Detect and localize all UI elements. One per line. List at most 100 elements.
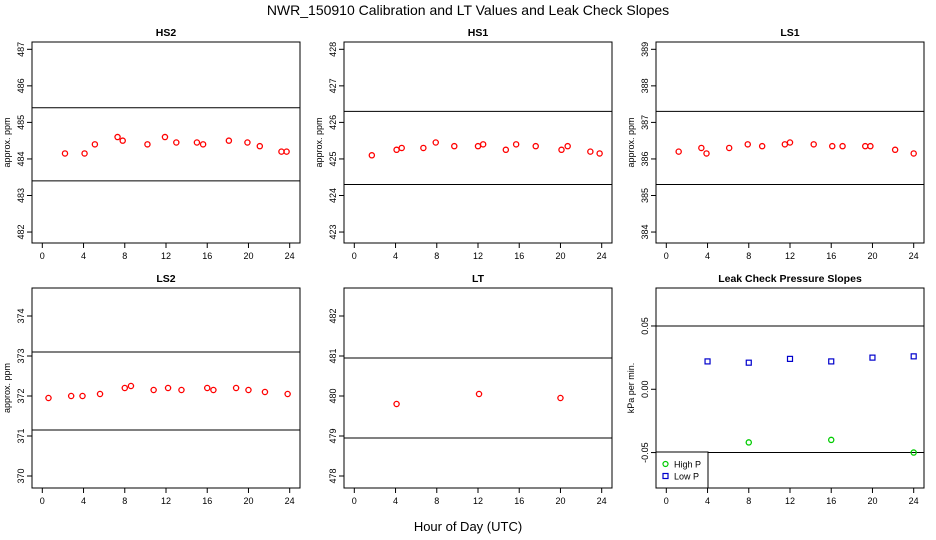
data-point (867, 142, 874, 150)
y-tick-label: 478 (328, 468, 338, 483)
data-point (829, 142, 836, 150)
data-point (479, 141, 487, 148)
x-tick-label: 16 (202, 496, 212, 506)
data-point (587, 148, 594, 155)
data-point (475, 390, 483, 398)
data-point (451, 142, 458, 150)
data-point (79, 392, 86, 400)
x-tick-label: 24 (285, 496, 295, 506)
plot-frame (655, 41, 925, 244)
data-point (839, 142, 846, 150)
chart-panel-1: HS2 0 4 8 12 16 20 24 482 483 484 485 486 487 approx. … (2, 27, 301, 261)
data-point (891, 146, 899, 154)
data-point (703, 150, 710, 157)
x-tick-label: 20 (555, 251, 565, 261)
data-point (173, 139, 180, 146)
data-point (121, 384, 129, 392)
y-tick-label: 370 (16, 468, 26, 483)
data-point (232, 384, 240, 392)
data-point (210, 386, 217, 394)
data-point (502, 146, 510, 154)
chart-panel-3: LS1 0 4 8 12 16 20 24 384 385 386 387 388 389 approx. … (626, 27, 925, 261)
y-tick-label: 485 (16, 115, 26, 130)
x-tick-label: 12 (785, 496, 795, 506)
data-point (393, 400, 400, 408)
data-point (910, 150, 917, 157)
y-tick-label: 386 (640, 151, 650, 166)
data-point (61, 150, 69, 157)
y-tick-label: 423 (328, 225, 338, 240)
y-tick-label: 484 (16, 151, 26, 166)
data-point (810, 141, 817, 148)
x-tick-label: 24 (909, 496, 919, 506)
x-tick-label: 4 (705, 251, 710, 261)
y-axis-label: kPa per min. (626, 363, 636, 414)
x-tick-label: 20 (867, 251, 877, 261)
data-point (278, 148, 285, 155)
x-tick-label: 4 (81, 251, 86, 261)
y-tick-label: 481 (328, 348, 338, 363)
x-tick-label: 16 (514, 251, 524, 261)
data-point (781, 141, 789, 148)
plot-frame (343, 287, 613, 489)
data-point (474, 142, 482, 150)
data-point (225, 137, 233, 144)
data-point (745, 439, 753, 446)
data-point (203, 384, 211, 392)
y-tick-label: 482 (328, 308, 338, 323)
y-tick-label: 371 (16, 428, 26, 443)
data-point (91, 141, 99, 148)
data-point (596, 150, 603, 157)
x-tick-label: 16 (826, 251, 836, 261)
x-tick-label: 0 (40, 496, 45, 506)
y-tick-label: 425 (328, 151, 338, 166)
y-axis-label: approx. ppm (2, 117, 12, 167)
x-tick-label: 24 (597, 251, 607, 261)
y-axis-label: approx. ppm (314, 117, 324, 167)
data-point (150, 386, 157, 394)
data-point (368, 152, 376, 159)
data-point (910, 353, 917, 360)
x-tick-label: 4 (393, 496, 398, 506)
chart-panel-5: LT 0 4 8 12 16 20 24 478 479 480 481 482 (328, 273, 613, 506)
data-point (178, 386, 185, 394)
panel-title: HS1 (468, 27, 489, 39)
chart-panel-6: Leak Check Pressure Slopes 0 4 8 12 16 20 24 -0.… (626, 273, 925, 506)
y-tick-label: 385 (640, 188, 650, 203)
figure-x-axis-label: Hour of Day (UTC) (413, 519, 523, 534)
data-point (558, 146, 565, 154)
legend-box (655, 451, 709, 489)
x-tick-label: 20 (243, 496, 253, 506)
legend-marker (662, 472, 669, 480)
x-tick-label: 8 (122, 251, 127, 261)
data-point (532, 142, 539, 150)
data-point (725, 144, 733, 152)
y-tick-label: 374 (16, 308, 26, 323)
data-point (512, 141, 520, 148)
y-tick-label: 426 (328, 115, 338, 130)
x-tick-label: 8 (434, 496, 439, 506)
y-tick-label: 486 (16, 78, 26, 93)
chart-panel-4: LS2 0 4 8 12 16 20 24 370 371 372 373 374 approx. ppm (2, 273, 301, 506)
panel-title: Leak Check Pressure Slopes (718, 273, 862, 285)
figure-title: NWR_150910 Calibration and LT Values and… (266, 2, 670, 18)
legend-marker (662, 460, 669, 468)
x-tick-label: 0 (664, 251, 669, 261)
data-point (81, 150, 88, 157)
data-point (758, 142, 766, 150)
data-point (161, 133, 169, 141)
y-tick-label: 480 (328, 388, 338, 403)
y-axis-label: approx. ppm (626, 117, 636, 167)
data-point (245, 386, 252, 394)
y-tick-label: 479 (328, 428, 338, 443)
legend: High P Low P (655, 451, 709, 489)
x-tick-label: 12 (161, 251, 171, 261)
chart-panel-2: HS1 0 4 8 12 16 20 24 423 424 425 426 427 428 approx. … (314, 27, 613, 261)
data-point (564, 142, 571, 150)
x-tick-label: 0 (352, 496, 357, 506)
y-tick-label: 482 (16, 225, 26, 240)
panel-title: LS2 (156, 273, 175, 285)
data-point (256, 142, 264, 150)
data-point (869, 354, 876, 361)
